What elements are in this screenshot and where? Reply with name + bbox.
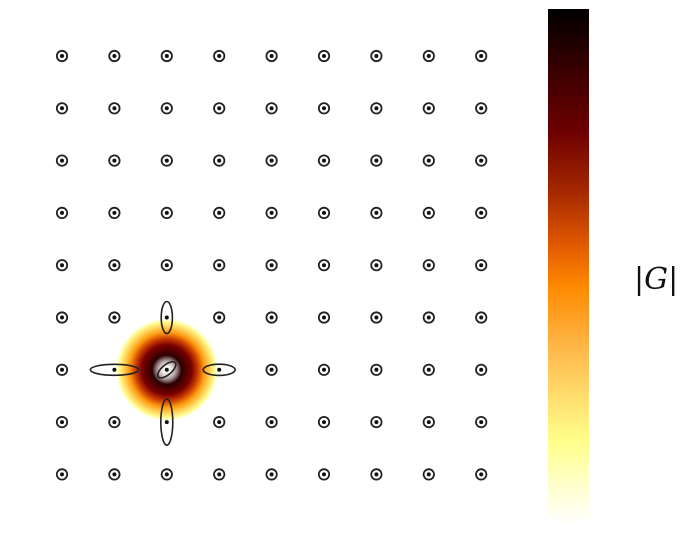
grid-marker [265, 468, 278, 481]
grid-marker [108, 102, 121, 115]
grid-marker [108, 415, 121, 429]
grid-marker [213, 49, 226, 63]
grid-marker [422, 311, 435, 324]
grid-marker [370, 311, 383, 324]
grid-marker [475, 49, 488, 63]
grid-marker [213, 311, 226, 324]
grid-marker [475, 259, 488, 272]
grid-marker [370, 363, 383, 376]
deformed-marker-horizontal [202, 363, 236, 377]
grid-marker [422, 49, 435, 63]
grid-marker [160, 259, 173, 272]
grid-marker [265, 102, 278, 115]
grid-marker [475, 206, 488, 219]
grid-marker [317, 259, 331, 272]
marker-grid [55, 49, 488, 481]
grid-marker [55, 154, 69, 167]
grid-marker [317, 468, 331, 481]
grid-marker [55, 363, 69, 376]
grid-marker [370, 102, 383, 115]
grid-marker [108, 311, 121, 324]
grid-marker [108, 259, 121, 272]
grid-marker [213, 154, 226, 167]
grid-marker [55, 259, 69, 272]
colorbar [548, 9, 589, 524]
grid-marker [422, 468, 435, 481]
deformed-marker-vertical [160, 300, 174, 335]
grid-marker [160, 49, 173, 63]
grid-marker [475, 154, 488, 167]
grid-marker [317, 102, 331, 115]
grid-marker [422, 102, 435, 115]
grid-marker [422, 206, 435, 219]
grid-marker [265, 206, 278, 219]
grid-marker [475, 311, 488, 324]
grid-marker [370, 259, 383, 272]
grid-marker [370, 49, 383, 63]
grid-marker [265, 415, 278, 429]
grid-marker [108, 468, 121, 481]
grid-marker [55, 415, 69, 429]
grid-marker [213, 468, 226, 481]
grid-marker [317, 311, 331, 324]
grid-marker [265, 259, 278, 272]
grid-marker [422, 259, 435, 272]
grid-marker [55, 468, 69, 481]
grid-marker [422, 363, 435, 376]
grid-marker [108, 154, 121, 167]
grid-marker [265, 154, 278, 167]
grid-marker [475, 363, 488, 376]
grid-marker [213, 102, 226, 115]
grid-marker [370, 154, 383, 167]
grid-marker [370, 468, 383, 481]
grid-marker [160, 102, 173, 115]
grid-marker [422, 415, 435, 429]
grid-marker [317, 49, 331, 63]
grid-marker [55, 102, 69, 115]
grid-marker [317, 415, 331, 429]
grid-marker [160, 206, 173, 219]
grid-marker [108, 49, 121, 63]
deformed-marker-vertical [160, 398, 174, 446]
grid-marker [475, 468, 488, 481]
grid-marker [265, 311, 278, 324]
grid-marker [475, 415, 488, 429]
grid-marker [108, 206, 121, 219]
grid-marker [213, 415, 226, 429]
grid-marker [265, 49, 278, 63]
grid-marker [370, 206, 383, 219]
deformed-marker-horizontal [89, 363, 140, 377]
grid-marker [370, 415, 383, 429]
grid-marker [475, 102, 488, 115]
colorbar-label: |G| [634, 262, 679, 297]
grid-marker [422, 154, 435, 167]
grid-marker [265, 363, 278, 376]
grid-marker [317, 154, 331, 167]
grid-marker [213, 206, 226, 219]
grid-marker [160, 468, 173, 481]
grid-marker [160, 154, 173, 167]
grid-marker [317, 206, 331, 219]
grid-marker [317, 363, 331, 376]
grid-marker [55, 311, 69, 324]
deformed-marker-tilted [156, 360, 177, 379]
grid-marker [55, 206, 69, 219]
grid-marker [213, 259, 226, 272]
grid-marker [55, 49, 69, 63]
